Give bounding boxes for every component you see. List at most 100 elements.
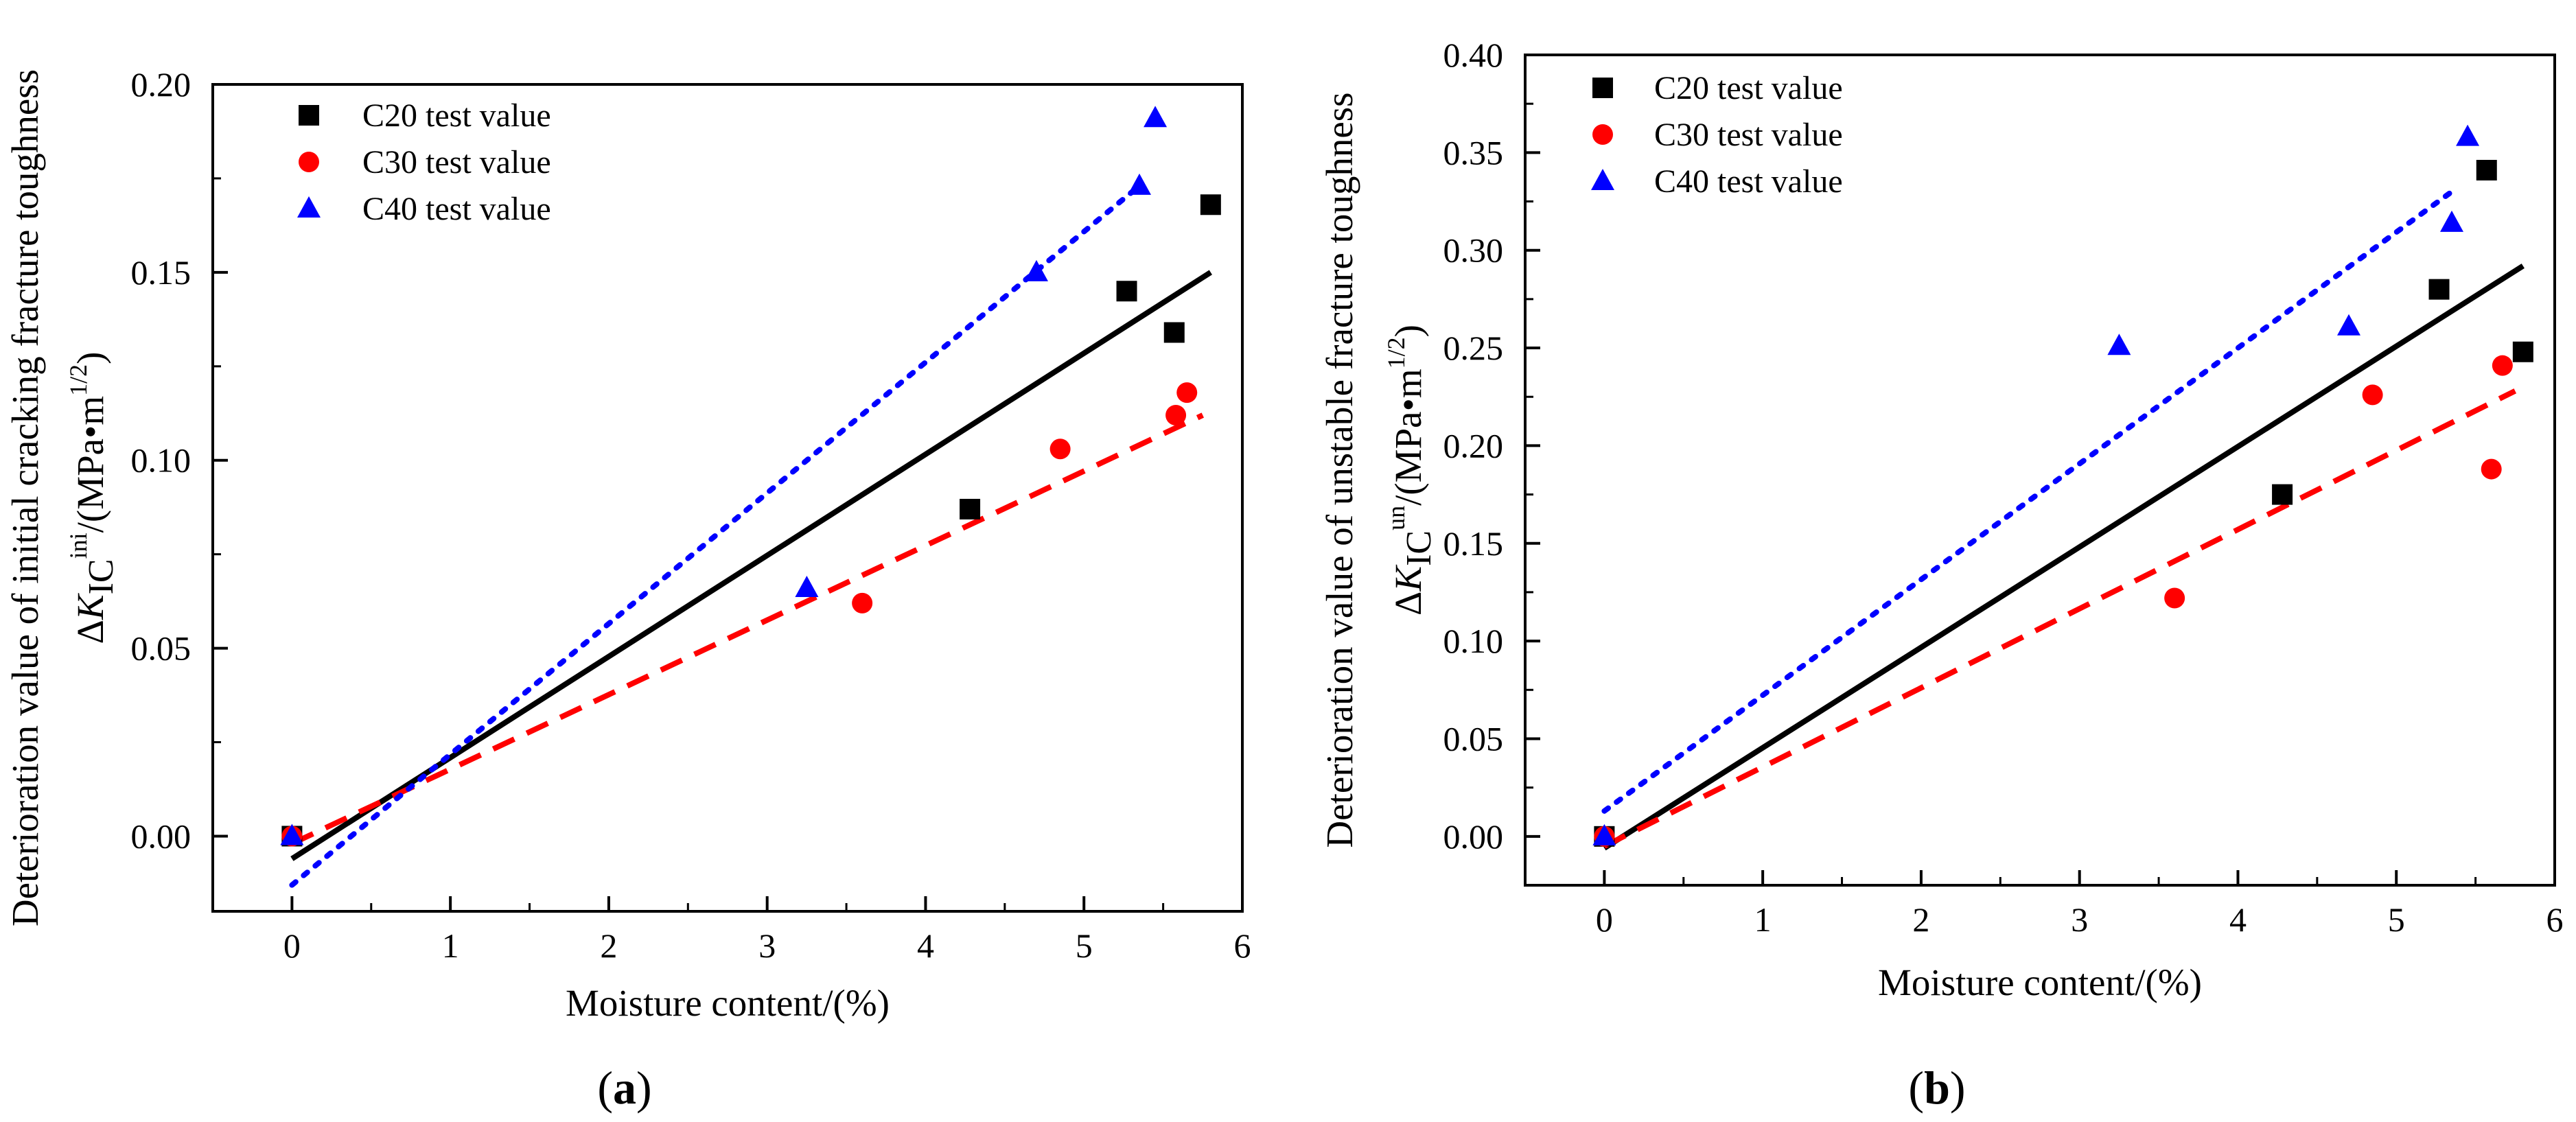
chart-panel-b: 0 1 2 3 4 5 6 0.00 0.05 0.10 0.15 0.20 0.25 0.30 0.35 0…	[1319, 36, 2564, 1114]
x-axis-label: Moisture content/(%)	[1878, 961, 2202, 1003]
data-point	[1165, 405, 1187, 425]
y-tick-label: 0.20	[1443, 426, 1504, 465]
y-tick-label: 0.20	[131, 65, 192, 104]
k-symbol: K	[1387, 564, 1429, 592]
y-tick-label: 0.10	[1443, 622, 1504, 660]
data-point	[1128, 173, 1151, 195]
y-tick-label: 0.00	[1443, 817, 1504, 856]
panel-paren-close: )	[1950, 1062, 1966, 1114]
y-tick-label: 0.00	[131, 817, 192, 855]
series-c40	[280, 106, 1168, 845]
unit-text: /(MPa•m	[69, 396, 111, 533]
legend-marker	[1591, 169, 1614, 190]
data-point	[1049, 439, 1071, 460]
panel-letter: a	[613, 1062, 636, 1114]
y-tick-label: 0.40	[1443, 36, 1504, 74]
unit-exponent: 1/2	[1382, 337, 1410, 369]
y-tick-label: 0.10	[131, 441, 192, 480]
panel-paren-open: (	[1908, 1062, 1924, 1114]
legend-marker	[299, 105, 319, 126]
series-c30	[1594, 355, 2513, 847]
fit-line-c40	[1601, 189, 2455, 814]
legend-label: C20 test value	[1654, 70, 1843, 106]
data-point	[280, 823, 304, 845]
plot-frame	[211, 83, 1244, 913]
legend-marker	[299, 152, 319, 172]
x-tick-label: 0	[283, 926, 301, 965]
y-tick-label: 0.05	[131, 629, 192, 668]
chart-panel-a: 0 1 2 3 4 5 6 0.00 0.05 0.10 0.15 0.20 C20 test valu…	[4, 65, 1251, 1114]
fit-line-c30	[290, 412, 1205, 847]
data-point	[1116, 281, 1137, 302]
y-tick-label: 0.35	[1443, 133, 1504, 172]
delta-symbol: Δ	[1387, 592, 1429, 616]
panel-label: (b)	[1908, 1062, 1965, 1114]
legend-marker	[1592, 124, 1613, 145]
k-subscript: IC	[1400, 530, 1439, 566]
legend-label: C20 test value	[362, 97, 551, 134]
fit-line-c30	[1603, 388, 2517, 849]
x-tick-label: 6	[1234, 926, 1251, 965]
series-c20	[1594, 159, 2533, 847]
k-symbol: K	[69, 592, 111, 620]
data-point	[1200, 194, 1221, 215]
y-tick-label: 0.30	[1443, 231, 1504, 270]
k-superscript: un	[1382, 506, 1410, 530]
data-point	[1176, 382, 1198, 404]
panel-letter: b	[1924, 1062, 1950, 1114]
x-tick-label: 2	[600, 926, 617, 965]
series-c40	[1592, 124, 2480, 845]
unit-close: )	[69, 352, 111, 364]
data-point	[2272, 484, 2293, 505]
data-point	[1592, 823, 1616, 845]
data-point	[2164, 587, 2185, 609]
data-point	[2476, 159, 2497, 180]
fit-line-c20	[1603, 264, 2525, 851]
k-superscript: ini	[65, 533, 92, 559]
unit-close: )	[1387, 325, 1429, 337]
data-point	[1144, 106, 1168, 128]
legend-label: C40 test value	[1654, 163, 1843, 200]
x-tick-label: 6	[2546, 900, 2564, 939]
legend-label: C40 test value	[362, 191, 551, 227]
data-point	[2481, 458, 2502, 480]
x-tick-label: 5	[1076, 926, 1093, 965]
data-point	[960, 498, 981, 519]
data-point	[2428, 279, 2450, 300]
legend-marker	[1592, 78, 1613, 98]
x-tick-label: 3	[2071, 900, 2088, 939]
unit-text: /(MPa•m	[1387, 369, 1429, 506]
x-tick-label: 2	[1912, 900, 1929, 939]
legend-marker	[297, 196, 321, 218]
y-axis-label: Deterioration value of initial cracking …	[4, 69, 46, 926]
panel-label: (a)	[597, 1062, 651, 1114]
x-tick-label: 1	[1754, 900, 1772, 939]
series-c20	[281, 194, 1221, 847]
legend-label: C30 test value	[362, 144, 551, 180]
y-axis-symbol: ΔKICini/(MPa•m1/2)	[65, 352, 121, 644]
unit-exponent: 1/2	[65, 364, 92, 396]
panel-paren-close: )	[636, 1062, 652, 1114]
delta-symbol: Δ	[69, 620, 111, 644]
data-point	[2512, 341, 2533, 362]
plot-frame	[1524, 54, 2556, 887]
x-tick-label: 3	[758, 926, 776, 965]
panel-paren-open: (	[597, 1062, 613, 1114]
x-tick-label: 5	[2388, 900, 2405, 939]
y-tick-label: 0.05	[1443, 719, 1504, 758]
x-tick-label: 0	[1596, 900, 1613, 939]
y-tick-label: 0.15	[1443, 524, 1504, 563]
data-point	[2440, 210, 2463, 232]
x-tick-label: 4	[2229, 900, 2247, 939]
k-subscript: IC	[82, 559, 121, 594]
data-point	[852, 592, 873, 613]
data-point	[1163, 322, 1185, 343]
data-point	[2492, 355, 2513, 376]
data-point	[2362, 384, 2383, 406]
y-tick-label: 0.25	[1443, 329, 1504, 367]
y-axis-symbol: ΔKICun/(MPa•m1/2)	[1382, 325, 1439, 616]
data-point	[1025, 259, 1048, 281]
x-tick-label: 4	[917, 926, 934, 965]
data-point	[795, 575, 819, 597]
